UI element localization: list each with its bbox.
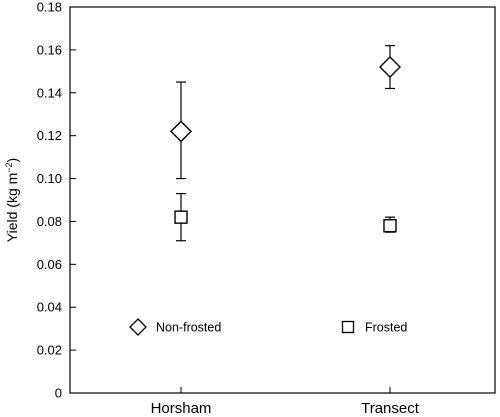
data-point-diamond [170, 120, 192, 143]
legend-marker-diamond [129, 318, 147, 336]
y-tick-label: 0.12 [37, 128, 62, 143]
legend-label: Non-frosted [156, 321, 221, 335]
data-point-square [383, 219, 397, 233]
y-tick-label: 0.02 [37, 343, 62, 358]
x-tick-label: Transect [361, 400, 420, 417]
x-axis: Horsham Transect [151, 387, 420, 417]
legend-marker-square [341, 320, 355, 334]
legend-label: Frosted [365, 321, 407, 335]
data-point-diamond [379, 56, 401, 79]
y-axis: 0 0.02 0.04 0.06 0.08 0.10 0.12 0.14 0.16 0.18 [37, 0, 76, 401]
y-tick-label: 0.08 [37, 214, 62, 229]
y-tick-label: 0.16 [37, 42, 62, 57]
y-tick-label: 0.06 [37, 257, 62, 272]
y-tick-label: 0.04 [37, 300, 62, 315]
x-tick-label: Horsham [151, 400, 212, 417]
data-point-square [174, 210, 188, 224]
y-axis-label: Yield (kg m−2) [4, 158, 20, 242]
data-marks [170, 44, 401, 242]
y-tick-label: 0.14 [37, 85, 62, 100]
legend: Non-frosted Frosted [129, 318, 407, 336]
plot-frame [69, 6, 496, 394]
y-tick-label: 0.18 [37, 0, 62, 15]
y-tick-label: 0.10 [37, 171, 62, 186]
y-tick-label: 0 [55, 386, 62, 401]
